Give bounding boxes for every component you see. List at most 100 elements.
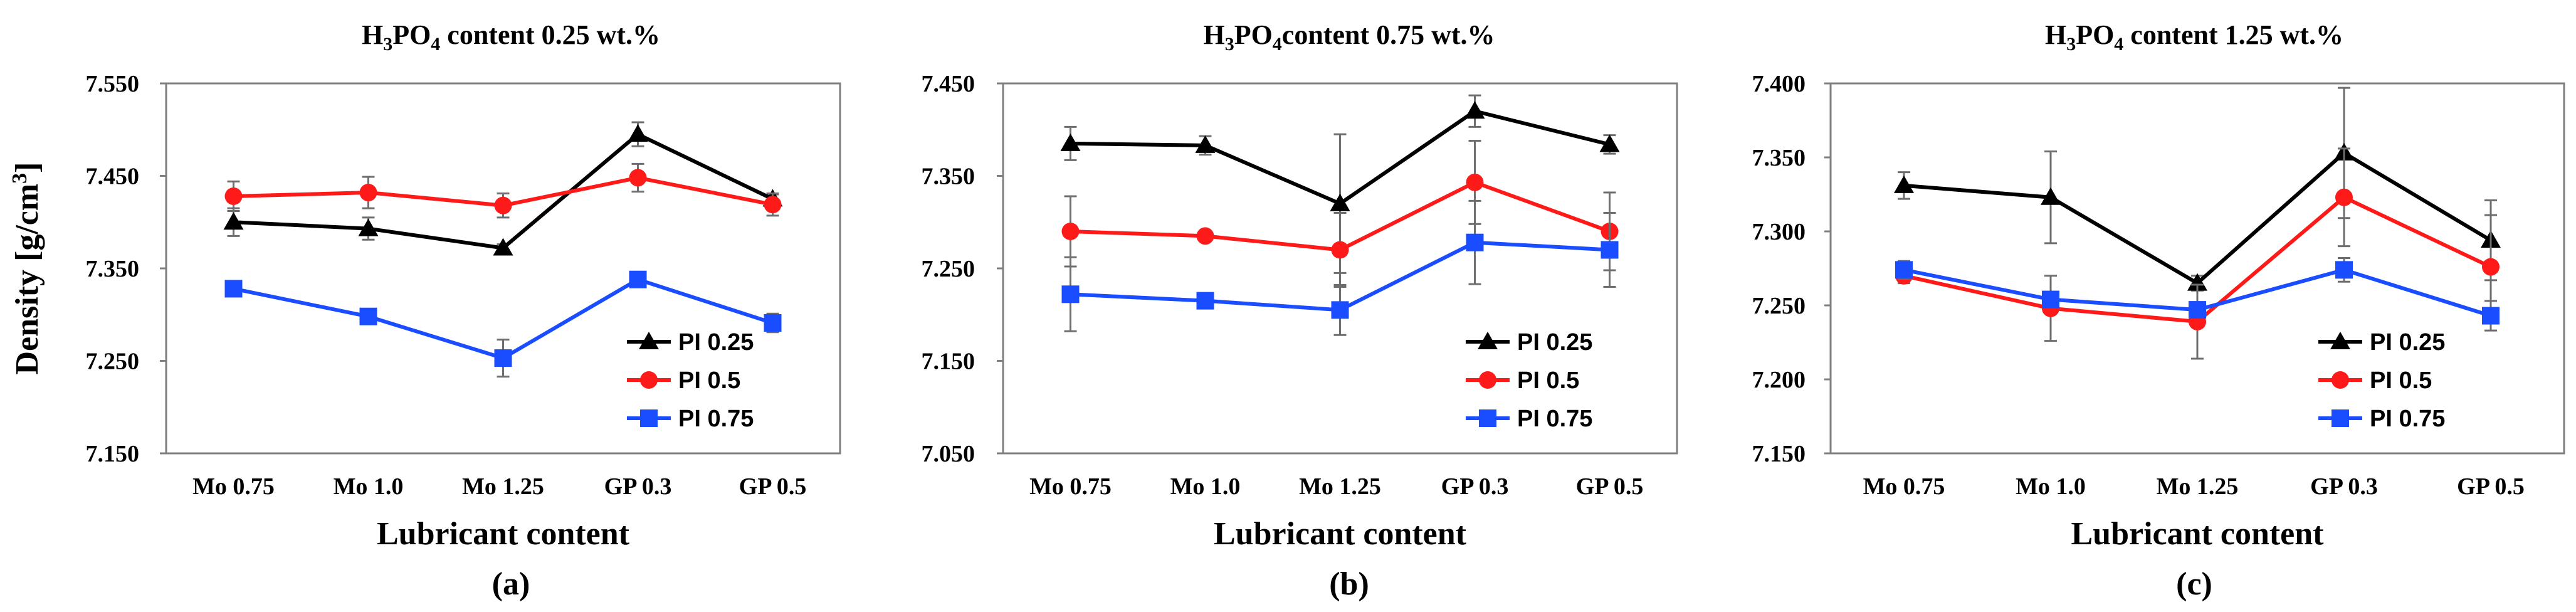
y-tick-label: 7.250 — [922, 256, 975, 282]
data-point — [1195, 135, 1216, 153]
y-tick-label: 7.050 — [922, 441, 975, 467]
legend-marker — [1479, 371, 1496, 389]
x-tick-label: GP 0.3 — [1441, 473, 1509, 500]
x-tick-label: Mo 1.25 — [2157, 473, 2239, 500]
data-point — [1464, 101, 1485, 119]
legend-entry: PI 0.5 — [678, 367, 740, 394]
x-tick-label: Mo 0.75 — [1863, 473, 1945, 500]
series-PI-0_5 — [224, 162, 782, 219]
series-line — [1903, 150, 2492, 286]
legend-entry: PI 0.75 — [1517, 406, 1592, 432]
title-subscript: 4 — [431, 34, 440, 55]
chart-title: H3PO4 content 0.25 wt.% — [362, 19, 660, 55]
legend-entry: PI 0.5 — [2370, 367, 2432, 394]
legend-entry: PI 0.75 — [2370, 406, 2445, 432]
panel-label: (a) — [492, 566, 530, 602]
title-part: H — [1203, 19, 1224, 50]
data-point — [1601, 241, 1619, 259]
data-point — [1330, 193, 1350, 211]
x-tick-label: GP 0.5 — [739, 473, 807, 500]
legend-marker — [640, 409, 658, 427]
data-point — [629, 169, 647, 187]
data-point — [494, 196, 512, 214]
x-axis-label: Lubricant content — [1214, 516, 1467, 552]
title-part: content 1.25 wt.% — [2123, 19, 2343, 50]
y-tick-label: 7.350 — [86, 256, 140, 282]
plot-area — [165, 82, 841, 455]
x-tick-label: Mo 1.0 — [334, 473, 404, 500]
y-tick-label: 7.150 — [1752, 441, 1806, 467]
title-part: H — [362, 19, 383, 50]
data-point — [764, 314, 782, 332]
legend-entry: PI 0.25 — [678, 329, 754, 356]
x-tick-label: Mo 0.75 — [192, 473, 275, 500]
panel-label: (c) — [2176, 566, 2212, 602]
y-tick-label: 7.250 — [86, 349, 140, 375]
chart-panel-1: 7.150 7.250 7.350 7.450 7.550 Mo 0.75 Mo 1.0 Mo… — [8, 19, 841, 602]
series-PI-0_25 — [1060, 94, 1620, 274]
data-point — [2041, 187, 2061, 205]
title-part: content 0.75 wt.% — [1282, 19, 1495, 50]
y-tick-label: 7.150 — [86, 441, 140, 467]
data-point — [494, 349, 512, 367]
y-tick-label: 7.200 — [1752, 367, 1806, 393]
data-point — [1196, 292, 1214, 310]
title-subscript: 3 — [1225, 34, 1234, 55]
x-tick-label: Mo 1.25 — [1299, 473, 1381, 500]
x-tick-label: Mo 1.25 — [462, 473, 544, 500]
series-PI-0_75 — [1061, 199, 1619, 336]
legend-marker — [2332, 371, 2349, 389]
title-subscript: 4 — [2114, 34, 2123, 55]
data-point — [493, 238, 513, 256]
x-tick-label: GP 0.5 — [2457, 473, 2525, 500]
plot-area — [1829, 82, 2565, 455]
data-point — [1331, 241, 1349, 259]
chart-title: H3PO4 content 1.25 wt.% — [2045, 19, 2343, 55]
series-PI-0_5 — [1061, 139, 1619, 288]
y-tick-label: 7.150 — [922, 349, 975, 375]
y-tick-label: 7.550 — [86, 71, 140, 97]
legend-entry: PI 0.25 — [2370, 329, 2445, 356]
data-point — [1061, 285, 1080, 303]
data-point — [359, 307, 377, 325]
x-tick-label: Mo 1.0 — [1170, 473, 1241, 500]
x-axis-label: Lubricant content — [2071, 516, 2325, 552]
data-point — [2335, 188, 2353, 206]
legend-entry: PI 0.25 — [1517, 329, 1592, 356]
legend: PI 0.25 PI 0.5 PI 0.75 — [2318, 329, 2445, 432]
data-point — [1894, 175, 1914, 193]
data-point — [224, 187, 243, 205]
y-label-text: Density [g/cm — [9, 184, 45, 375]
data-point — [1061, 223, 1080, 240]
x-tick-label: Mo 1.0 — [2016, 473, 2086, 500]
series-PI-0_75 — [1895, 256, 2500, 332]
data-point — [1895, 261, 1913, 279]
chart-panel-2: 7.050 7.150 7.250 7.350 7.450 Mo 0.75 Mo 1.0 Mo… — [922, 19, 1678, 602]
data-point — [2189, 301, 2206, 319]
legend: PI 0.25 PI 0.5 PI 0.75 — [627, 329, 754, 432]
y-label-close: ] — [9, 162, 45, 172]
data-point — [358, 218, 379, 236]
data-point — [2335, 261, 2353, 279]
legend-marker — [1479, 409, 1496, 427]
data-point — [224, 280, 243, 298]
series-line — [233, 132, 774, 250]
series-PI-0_75 — [224, 270, 782, 378]
chart-panel-3: 7.150 7.200 7.250 7.300 7.350 7.400 Mo 0.75 Mo … — [1752, 19, 2565, 602]
chart-title: H3PO4content 0.75 wt.% — [1203, 19, 1495, 55]
title-subscript: 3 — [383, 34, 392, 55]
x-axis-label: Lubricant content — [377, 516, 630, 552]
data-point — [1466, 173, 1484, 191]
title-part: content 0.25 wt.% — [440, 19, 660, 50]
title-part: PO — [2076, 19, 2114, 50]
data-point — [1331, 301, 1349, 319]
data-point — [2482, 307, 2500, 325]
legend-marker — [640, 371, 658, 389]
legend-entry: PI 0.5 — [1517, 367, 1579, 394]
data-point — [1060, 133, 1081, 151]
data-point — [359, 184, 377, 202]
x-tick-label: GP 0.3 — [2310, 473, 2378, 500]
title-subscript: 4 — [1273, 34, 1282, 55]
title-part: H — [2045, 19, 2066, 50]
series-PI-0_5 — [1895, 147, 2500, 360]
